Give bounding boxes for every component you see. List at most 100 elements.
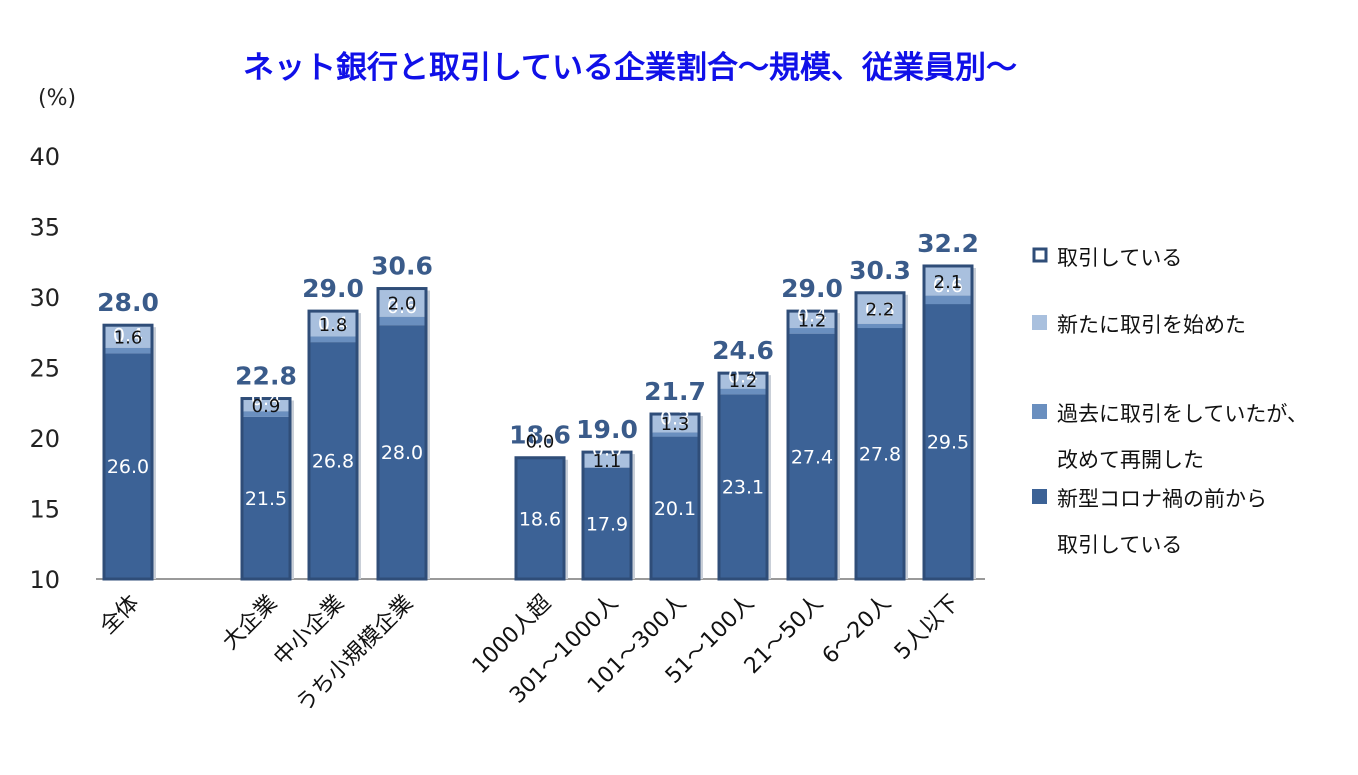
bar-group: 24.6 23.1 0.41.2 [712, 336, 774, 581]
bar-outline-total [922, 264, 974, 581]
legend-item: 新たに取引を始めた [1032, 313, 1246, 337]
bar-value-label-pre-covid: 28.0 [381, 442, 423, 464]
bar-segment-resumed [377, 316, 427, 326]
bar-value-label-new: 2.2 [866, 299, 895, 320]
y-tick-label: 10 [29, 566, 60, 594]
bar-group: 30.6 28.0 0.62.0 [371, 252, 433, 581]
bar-value-label-pre-covid: 20.1 [654, 498, 696, 520]
bar-outline-total [240, 397, 292, 581]
bar-value-label-new: 1.1 [593, 451, 622, 472]
bar-segment-pre-covid [103, 353, 153, 579]
legend-label: 新たに取引を始めた [1057, 313, 1246, 337]
chart-title: ネット銀行と取引している企業割合～規模、従業員別～ [243, 50, 1017, 86]
bar-segment-new [308, 311, 358, 337]
bar-group: 29.0 26.8 0.41.8 [302, 274, 364, 581]
bar-segment-resumed [923, 295, 973, 305]
bar-outline-total [717, 371, 769, 581]
bar-segment-new [377, 288, 427, 317]
bar-total-label: 29.0 [302, 274, 364, 303]
bar-segment-pre-covid [582, 467, 632, 579]
bar-value-label-resumed: 0.4 [251, 388, 281, 410]
bar-group: 29.0 27.4 0.41.2 [781, 274, 843, 581]
bar-segment-resumed [103, 347, 153, 354]
bar-segment-new [923, 265, 973, 296]
bar-value-label-new: 0.9 [252, 396, 281, 417]
bar-value-label-pre-covid: 27.4 [791, 446, 833, 468]
bar-value-label-resumed: 0.3 [660, 408, 690, 430]
bar-outline-total [786, 309, 838, 581]
bars-group: 28.026.00.41.622.821.50.40.929.026.80.41… [97, 229, 979, 581]
bar-total-label: 22.8 [235, 362, 297, 391]
bar-value-label-pre-covid: 17.9 [586, 513, 628, 535]
bar-value-label-pre-covid: 23.1 [722, 477, 764, 499]
bar-value-label-resumed: 0.0 [525, 429, 555, 451]
x-tick-label: 大企業 [218, 591, 282, 655]
y-unit-label: (%) [38, 86, 76, 111]
bar-value-label-new: 1.6 [114, 327, 143, 348]
bar-segment-pre-covid [718, 394, 768, 579]
bar-group: 30.3 27.8 0.32.2 [849, 256, 911, 581]
bar-segment-pre-covid [308, 342, 358, 579]
bar-value-label-new: 0.0 [526, 432, 555, 453]
bar-value-label-new: 2.1 [934, 272, 963, 293]
x-tick-label: うち小規模企業 [292, 591, 419, 718]
bar-outline-total [376, 287, 428, 581]
bar-segment-pre-covid [923, 304, 973, 579]
bar-value-label-new: 1.2 [798, 311, 827, 332]
bar-outline-total [854, 291, 906, 581]
bar-segment-pre-covid [855, 328, 905, 579]
bar-segment-new [855, 292, 905, 324]
legend-swatch [1032, 489, 1047, 504]
bar-group: 22.8 21.5 0.40.9 [235, 362, 297, 581]
bar-group: 18.618.60.00.0 [509, 421, 571, 581]
bar-segment-pre-covid [241, 416, 291, 579]
bar-value-label-new: 1.3 [661, 414, 690, 435]
legend-swatch [1032, 247, 1048, 263]
bar-total-label: 21.7 [644, 377, 706, 406]
legend-swatch [1032, 315, 1047, 330]
bar-segment-resumed [855, 323, 905, 329]
bar-outline-total [307, 309, 359, 581]
bar-segment-new [650, 414, 700, 433]
bar-total-label: 24.6 [712, 336, 774, 365]
legend: 取引している新たに取引を始めた過去に取引をしていたが、改めて再開した新型コロナ禍… [1032, 246, 1308, 557]
bar-value-label-resumed: 0.4 [113, 324, 143, 346]
bar-outline-total [102, 323, 154, 581]
bar-segment-new [582, 452, 632, 468]
y-tick-label: 35 [29, 214, 60, 242]
legend-item: 取引している [1032, 246, 1182, 270]
bar-outline-total [514, 456, 566, 581]
bar-segment-resumed [650, 432, 700, 437]
bar-segment-pre-covid [377, 325, 427, 579]
bar-value-label-pre-covid: 29.5 [927, 432, 969, 454]
bar-value-label-resumed: 0.0 [592, 439, 622, 461]
bar-segment-new [103, 325, 153, 348]
bar-value-label-resumed: 0.6 [933, 275, 963, 297]
bar-group: 21.7 20.1 0.31.3 [644, 377, 706, 581]
bar-segment-resumed [787, 328, 837, 334]
y-tick-label: 15 [29, 496, 60, 524]
legend-label: 改めて再開した [1057, 448, 1204, 472]
bar-value-label-resumed: 0.4 [797, 305, 827, 327]
legend-label: 過去に取引をしていたが、 [1057, 402, 1308, 426]
bar-segment-pre-covid [787, 333, 837, 579]
bar-segment-resumed [308, 336, 358, 343]
bar-value-label-new: 2.0 [388, 294, 417, 315]
y-axis: 10 15 20 25 30 35 40 [29, 143, 60, 594]
bar-value-label-resumed: 0.6 [387, 296, 417, 318]
bar-group: 32.2 29.5 0.62.1 [917, 229, 979, 581]
x-tick-label: 全体 [95, 591, 144, 640]
bar-value-label-resumed: 0.4 [728, 365, 758, 387]
bar-value-label-new: 1.8 [319, 315, 348, 336]
bar-total-label: 18.6 [509, 421, 571, 450]
bar-total-label: 30.6 [371, 252, 433, 281]
y-tick-label: 20 [29, 425, 60, 453]
legend-item: 過去に取引をしていたが、改めて再開した [1032, 402, 1308, 472]
bar-total-label: 32.2 [917, 229, 979, 258]
bar-segment-pre-covid [650, 436, 700, 579]
legend-label: 取引している [1057, 246, 1182, 270]
bar-value-label-pre-covid: 26.0 [107, 456, 149, 478]
